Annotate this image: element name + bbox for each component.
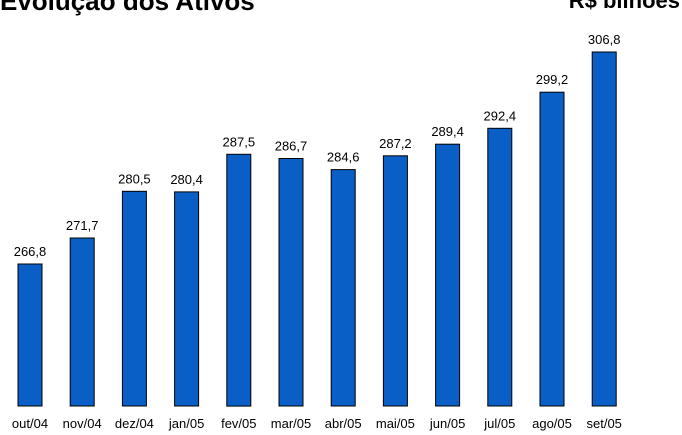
bar-out/04 bbox=[17, 263, 43, 407]
bar-jul/05 bbox=[487, 127, 513, 407]
value-label-abr/05: 284,6 bbox=[327, 150, 360, 165]
value-label-jun/05: 289,4 bbox=[431, 124, 464, 139]
value-label-ago/05: 299,2 bbox=[536, 72, 569, 87]
value-label-nov/04: 271,7 bbox=[66, 218, 99, 233]
value-label-fev/05: 287,5 bbox=[223, 134, 256, 149]
chart-title: Evolução dos Ativos bbox=[0, 0, 255, 16]
bar-nov/04 bbox=[69, 237, 95, 407]
bar-jun/05 bbox=[435, 143, 461, 407]
bar-mar/05 bbox=[278, 158, 304, 407]
bars-layer bbox=[17, 51, 617, 407]
x-tick-label-mai/05: mai/05 bbox=[376, 416, 415, 431]
bar-ago/05 bbox=[539, 91, 565, 407]
x-tick-label-jul/05: jul/05 bbox=[483, 416, 515, 431]
x-tick-label-nov/04: nov/04 bbox=[63, 416, 102, 431]
x-tick-label-jan/05: jan/05 bbox=[168, 416, 204, 431]
value-labels-layer: 266,8 271,7 280,5 280,4 287,5 286,7 284,6 287,2… bbox=[14, 32, 621, 259]
value-label-jul/05: 292,4 bbox=[484, 108, 517, 123]
value-label-mar/05: 286,7 bbox=[275, 139, 308, 154]
chart-unit-label: R$ bilhões bbox=[568, 0, 680, 13]
x-tick-label-ago/05: ago/05 bbox=[532, 416, 572, 431]
x-tick-label-abr/05: abr/05 bbox=[325, 416, 362, 431]
bar-fev/05 bbox=[226, 153, 252, 407]
x-tick-label-fev/05: fev/05 bbox=[221, 416, 256, 431]
x-tick-label-mar/05: mar/05 bbox=[271, 416, 311, 431]
x-tick-label-set/05: set/05 bbox=[586, 416, 621, 431]
bar-mai/05 bbox=[382, 155, 408, 407]
value-label-mai/05: 287,2 bbox=[379, 136, 412, 151]
value-label-out/04: 266,8 bbox=[14, 244, 47, 259]
bar-set/05 bbox=[591, 51, 617, 407]
bar-dez/04 bbox=[121, 190, 147, 407]
x-tick-label-out/04: out/04 bbox=[12, 416, 48, 431]
x-tick-label-dez/04: dez/04 bbox=[115, 416, 154, 431]
value-label-set/05: 306,8 bbox=[588, 32, 621, 47]
x-tick-label-jun/05: jun/05 bbox=[429, 416, 465, 431]
value-label-dez/04: 280,5 bbox=[118, 171, 151, 186]
bar-abr/05 bbox=[330, 169, 356, 407]
value-label-jan/05: 280,4 bbox=[170, 172, 203, 187]
x-tick-labels-layer: out/04 nov/04 dez/04 jan/05 fev/05 mar/05 abr/… bbox=[12, 416, 622, 431]
bar-jan/05 bbox=[174, 191, 200, 407]
